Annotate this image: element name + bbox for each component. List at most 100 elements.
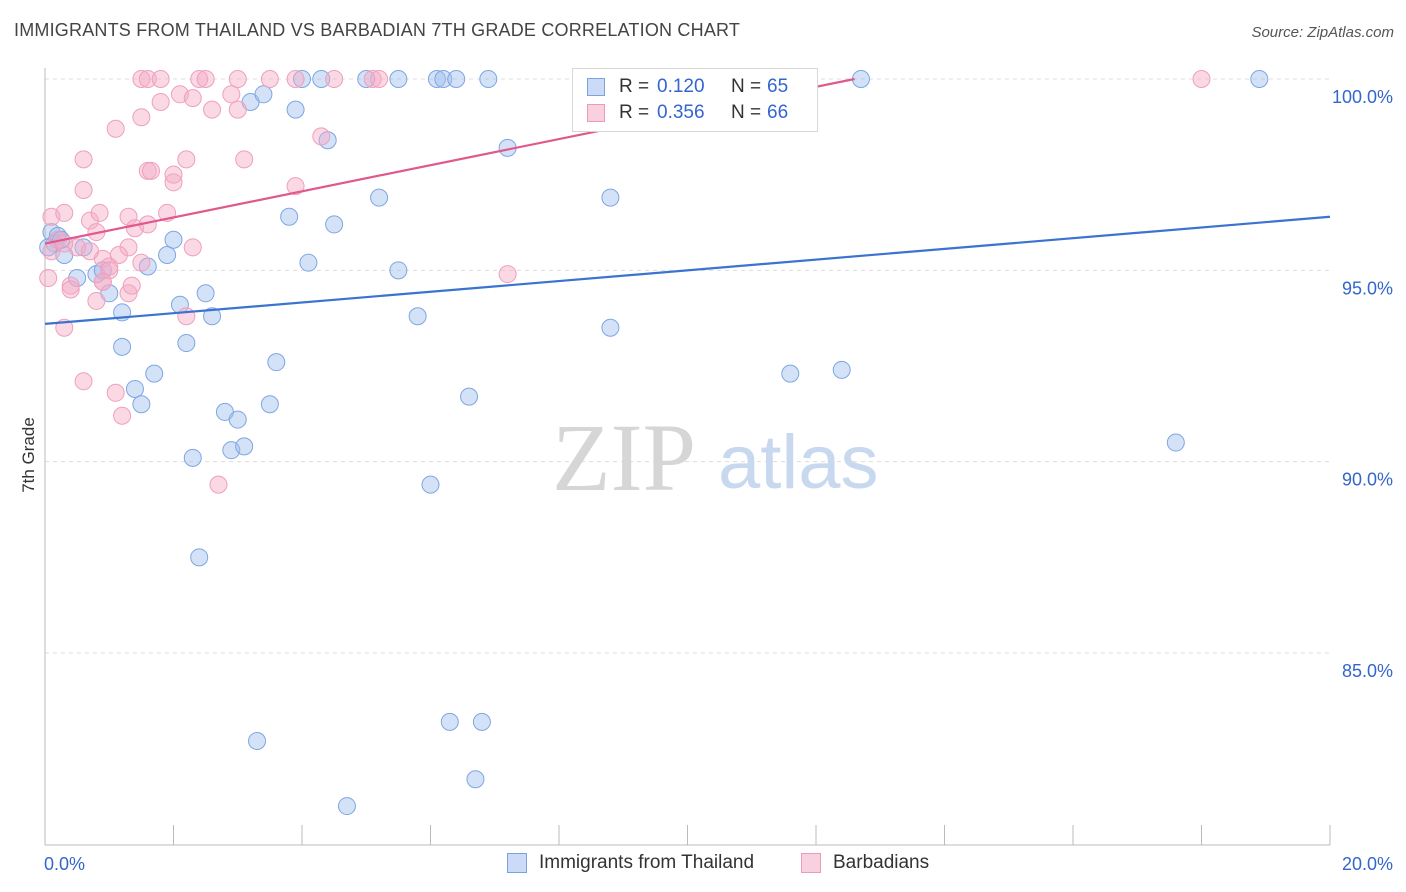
watermark-atlas: atlas xyxy=(718,420,879,505)
point-thailand-10 xyxy=(113,337,132,356)
point-thailand-56 xyxy=(601,318,620,337)
point-barbadians-52 xyxy=(61,280,80,299)
point-thailand-61 xyxy=(1250,70,1269,88)
chart-title: IMMIGRANTS FROM THAILAND VS BARBADIAN 7T… xyxy=(14,20,741,40)
point-thailand-55 xyxy=(601,188,620,207)
point-barbadians-38 xyxy=(183,89,202,108)
y-tick-label-1: 90.0% xyxy=(1342,470,1393,490)
legend-swatch-barbadians xyxy=(587,104,605,122)
point-barbadians-44 xyxy=(228,100,247,119)
point-thailand-33 xyxy=(286,100,305,119)
watermark-zip: ZIP xyxy=(552,404,696,511)
point-barbadians-48 xyxy=(286,177,305,196)
point-barbadians-36 xyxy=(177,150,196,169)
y-tick-label-3: 100.0% xyxy=(1332,87,1393,107)
series-label-thailand: Immigrants from Thailand xyxy=(539,852,755,873)
point-barbadians-13 xyxy=(87,291,106,310)
point-barbadians-22 xyxy=(119,238,138,257)
point-thailand-38 xyxy=(325,215,344,234)
point-barbadians-31 xyxy=(151,92,170,111)
point-thailand-26 xyxy=(235,437,254,456)
point-thailand-12 xyxy=(132,395,151,414)
point-barbadians-6 xyxy=(61,276,80,295)
point-barbadians-29 xyxy=(132,70,151,88)
point-barbadians-56 xyxy=(109,246,128,265)
series-swatch-barbadians xyxy=(801,853,821,873)
point-thailand-53 xyxy=(479,70,498,88)
point-thailand-21 xyxy=(196,284,215,303)
point-barbadians-54 xyxy=(90,203,109,222)
point-barbadians-20 xyxy=(113,406,132,425)
legend-swatch-thailand xyxy=(587,78,605,96)
point-barbadians-17 xyxy=(100,261,119,280)
point-thailand-46 xyxy=(427,70,446,88)
point-barbadians-60 xyxy=(325,70,344,88)
point-thailand-52 xyxy=(472,712,491,731)
x-tick-label-min: 0.0% xyxy=(44,854,85,874)
axes xyxy=(44,68,1331,846)
point-thailand-41 xyxy=(370,188,389,207)
point-barbadians-9 xyxy=(74,180,93,199)
point-barbadians-41 xyxy=(203,100,222,119)
x-tick-label-max: 20.0% xyxy=(1342,854,1393,874)
legend-r-value-thailand: 0.120 xyxy=(657,76,705,97)
point-thailand-14 xyxy=(145,364,164,383)
point-barbadians-11 xyxy=(80,211,99,230)
point-thailand-43 xyxy=(389,70,408,88)
point-barbadians-39 xyxy=(183,238,202,257)
source-label: Source: ZipAtlas.com xyxy=(1251,24,1394,41)
point-thailand-11 xyxy=(125,379,144,398)
point-thailand-35 xyxy=(299,253,318,272)
point-barbadians-10 xyxy=(74,150,93,169)
point-thailand-48 xyxy=(440,712,459,731)
point-barbadians-63 xyxy=(142,161,161,180)
data-points xyxy=(39,70,1269,816)
point-barbadians-18 xyxy=(106,383,125,402)
point-barbadians-47 xyxy=(286,70,305,88)
point-barbadians-53 xyxy=(80,242,99,261)
point-thailand-28 xyxy=(248,732,267,751)
point-thailand-15 xyxy=(158,246,177,265)
point-thailand-47 xyxy=(434,70,453,88)
y-tick-label-0: 85.0% xyxy=(1342,661,1393,681)
point-thailand-58 xyxy=(832,360,851,379)
point-barbadians-51 xyxy=(498,265,517,284)
point-thailand-45 xyxy=(421,475,440,494)
point-thailand-60 xyxy=(1166,433,1185,452)
point-thailand-36 xyxy=(312,70,331,88)
point-barbadians-34 xyxy=(164,165,183,184)
series-swatch-thailand xyxy=(507,853,527,873)
legend-r-label: R = xyxy=(619,76,650,97)
legend-r-value-barbadians: 0.356 xyxy=(657,102,705,123)
point-thailand-29 xyxy=(254,85,273,104)
watermark: ZIP atlas xyxy=(552,404,879,511)
point-barbadians-37 xyxy=(177,307,196,326)
point-barbadians-30 xyxy=(138,70,157,88)
point-thailand-39 xyxy=(337,797,356,816)
point-thailand-57 xyxy=(781,364,800,383)
correlation-legend: R = 0.120 N = 65 R = 0.356 N = 66 xyxy=(572,68,818,132)
point-barbadians-16 xyxy=(100,257,119,276)
point-barbadians-65 xyxy=(93,272,112,291)
series-label-barbadians: Barbadians xyxy=(833,852,930,873)
point-barbadians-26 xyxy=(132,108,151,127)
point-barbadians-43 xyxy=(228,70,247,88)
legend-n-label: N = xyxy=(731,76,762,97)
point-thailand-42 xyxy=(389,261,408,280)
point-barbadians-45 xyxy=(235,150,254,169)
point-thailand-49 xyxy=(447,70,466,88)
point-thailand-20 xyxy=(190,548,209,567)
legend-r-label: R = xyxy=(619,102,650,123)
point-thailand-18 xyxy=(177,334,196,353)
point-thailand-25 xyxy=(228,410,247,429)
point-thailand-51 xyxy=(466,770,485,789)
legend-n-value-thailand: 65 xyxy=(767,76,789,97)
point-barbadians-0 xyxy=(39,268,58,287)
point-barbadians-50 xyxy=(363,70,382,88)
point-thailand-40 xyxy=(357,70,376,88)
legend-n-label: N = xyxy=(731,102,762,123)
point-barbadians-25 xyxy=(132,253,151,272)
point-barbadians-58 xyxy=(151,70,170,88)
point-barbadians-5 xyxy=(55,203,74,222)
